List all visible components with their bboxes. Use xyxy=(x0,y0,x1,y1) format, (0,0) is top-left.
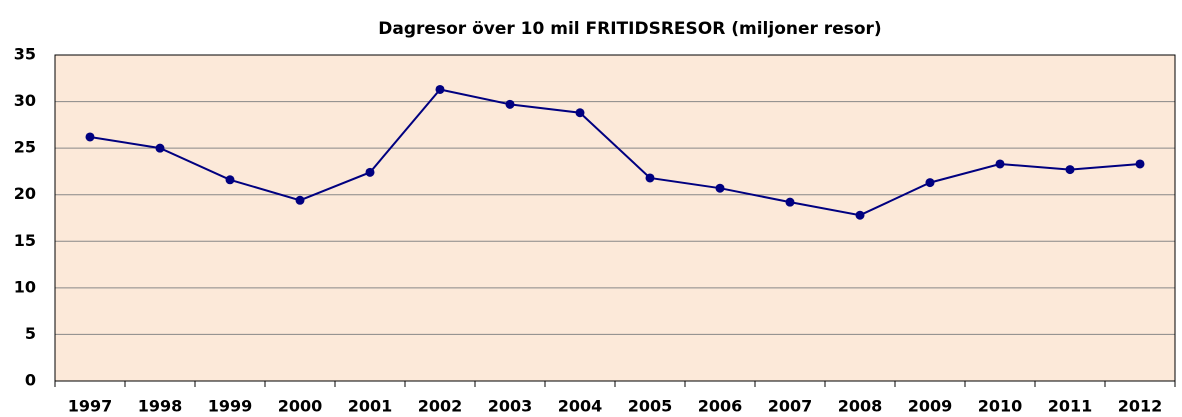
x-tick-label: 2006 xyxy=(698,397,743,416)
x-tick-label: 2003 xyxy=(488,397,533,416)
x-tick-label: 2005 xyxy=(628,397,673,416)
series-line xyxy=(89,88,1141,217)
y-tick-label: 20 xyxy=(14,184,36,203)
data-point xyxy=(715,183,725,193)
y-tick-label: 15 xyxy=(14,231,36,250)
x-tick-label: 2012 xyxy=(1118,397,1163,416)
y-tick-label: 25 xyxy=(14,138,36,157)
x-tick-label: 2002 xyxy=(418,397,463,416)
x-tick-label: 2008 xyxy=(838,397,883,416)
data-point xyxy=(295,195,305,205)
data-point xyxy=(505,99,515,109)
data-point xyxy=(1135,159,1145,169)
x-tick-label: 2011 xyxy=(1048,397,1093,416)
x-tick-label: 1999 xyxy=(208,397,253,416)
x-tick-label: 2009 xyxy=(908,397,953,416)
x-tick-label: 2004 xyxy=(558,397,603,416)
data-point xyxy=(85,132,95,142)
chart-title: Dagresor över 10 mil FRITIDSRESOR (miljo… xyxy=(378,19,881,39)
data-point xyxy=(575,108,585,118)
data-point xyxy=(785,197,795,207)
data-point xyxy=(365,167,375,177)
y-tick-label: 5 xyxy=(25,324,36,343)
x-tick-label: 1997 xyxy=(68,397,113,416)
x-tick-label: 2000 xyxy=(278,397,323,416)
x-tick-label: 2001 xyxy=(348,397,393,416)
x-tick-label: 1998 xyxy=(138,397,183,416)
data-point xyxy=(925,178,935,188)
plot-area xyxy=(55,55,1175,381)
data-point xyxy=(995,159,1005,169)
data-point xyxy=(1065,165,1075,175)
data-point xyxy=(225,175,235,185)
data-point xyxy=(155,143,165,153)
x-tick-label: 2007 xyxy=(768,397,813,416)
data-point xyxy=(645,173,655,183)
y-tick-label: 0 xyxy=(25,371,36,390)
y-tick-label: 30 xyxy=(14,91,36,110)
y-tick-label: 35 xyxy=(14,45,36,64)
data-point xyxy=(855,210,865,220)
x-tick-label: 2010 xyxy=(978,397,1023,416)
y-tick-label: 10 xyxy=(14,277,36,296)
data-point xyxy=(435,84,445,94)
